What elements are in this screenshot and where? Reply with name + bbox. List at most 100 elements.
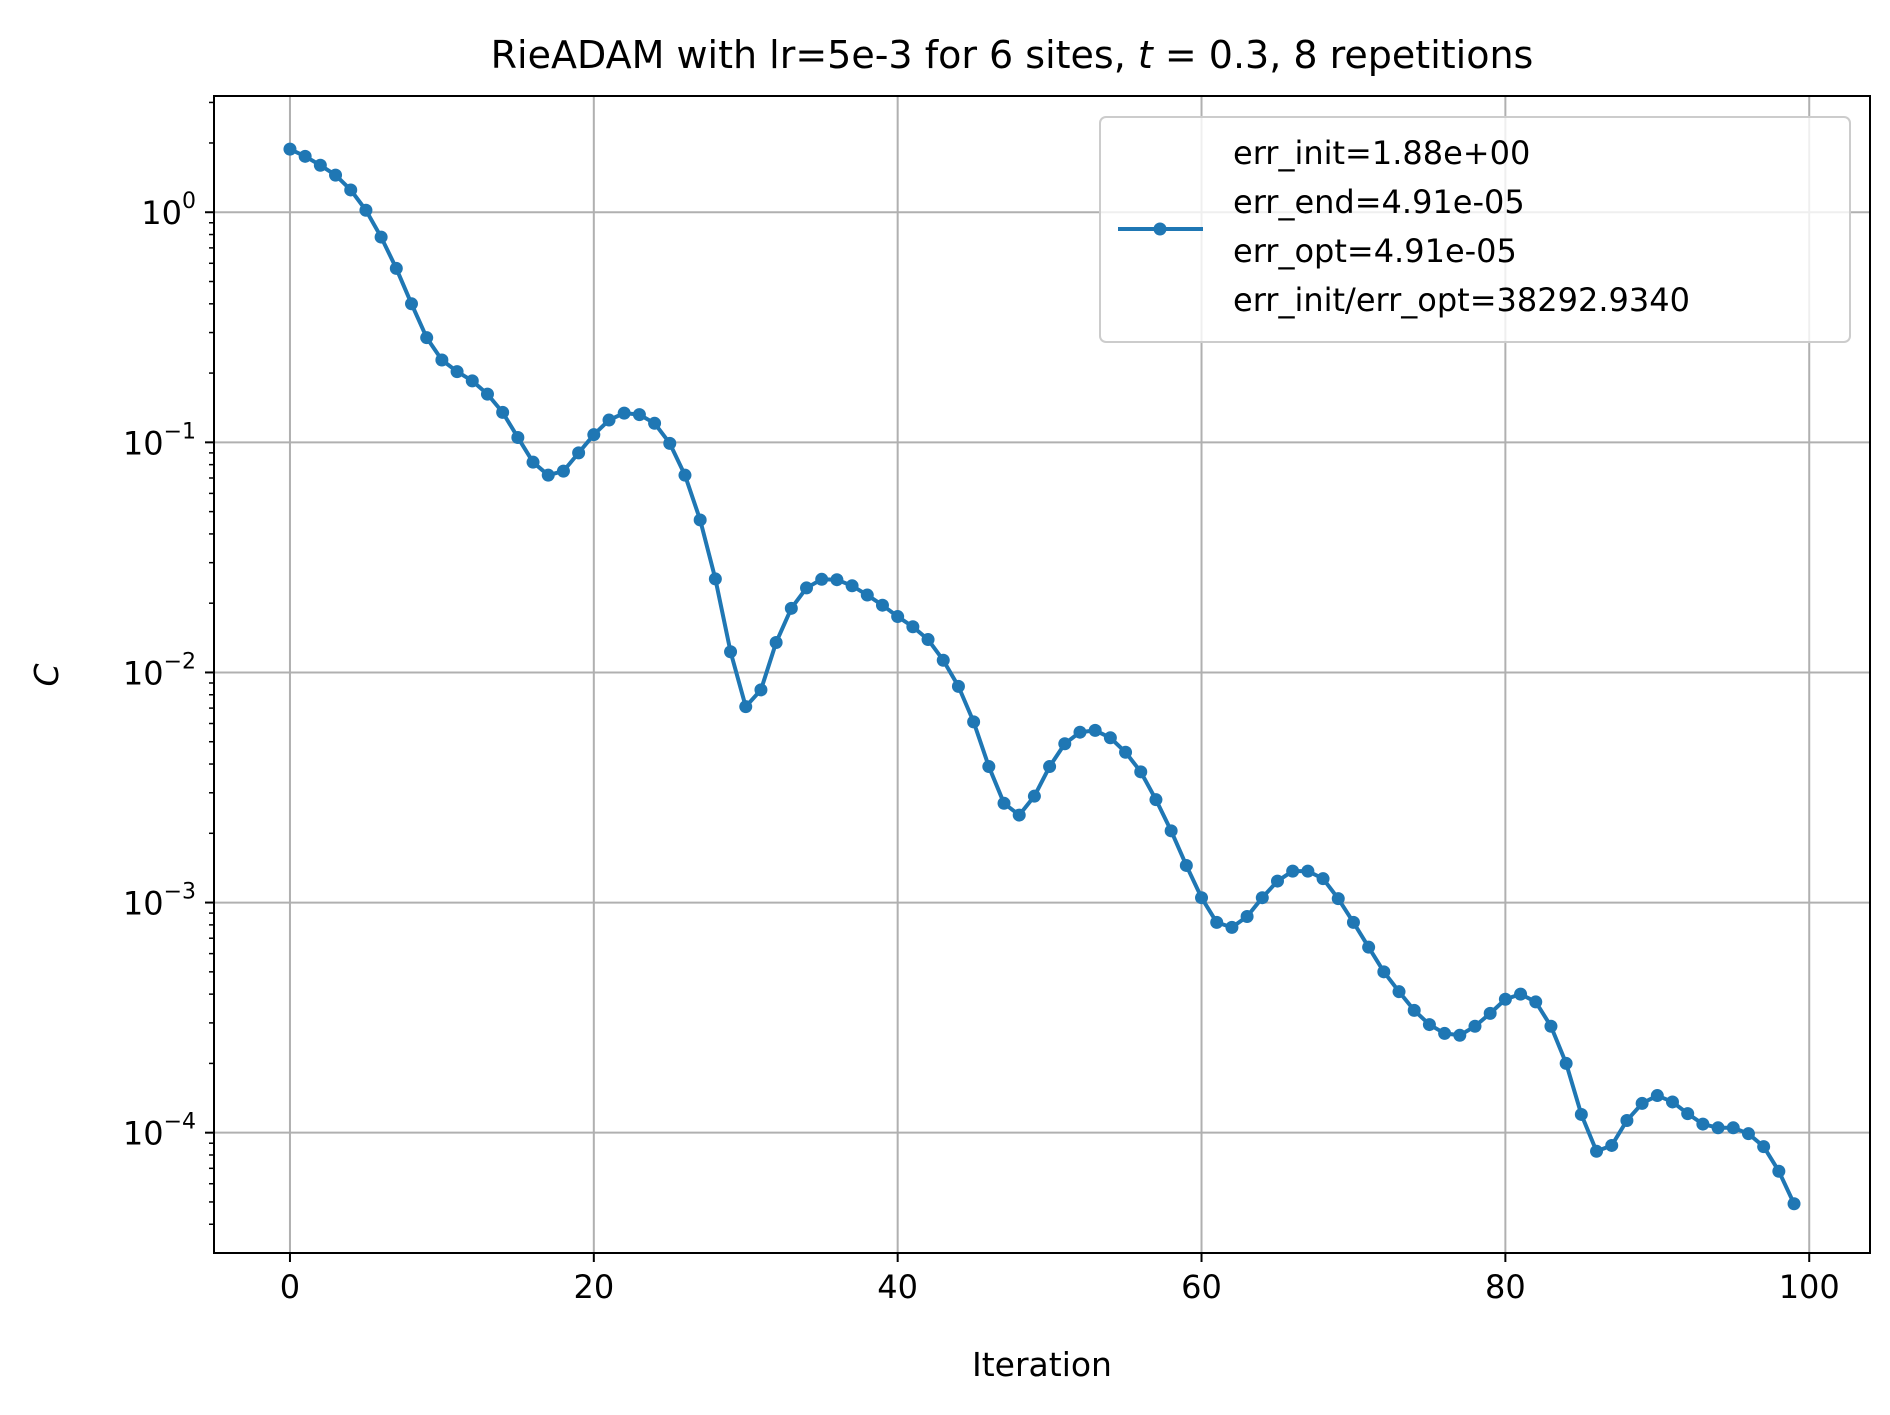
data-point <box>739 700 753 714</box>
data-point <box>313 158 327 172</box>
data-point <box>724 645 738 659</box>
data-point <box>1407 1003 1421 1017</box>
data-point <box>1422 1018 1436 1032</box>
data-point <box>845 579 859 593</box>
data-point <box>784 601 798 615</box>
data-point <box>951 679 965 693</box>
data-point <box>1164 824 1178 838</box>
data-point <box>1453 1028 1467 1042</box>
data-point <box>1726 1121 1740 1135</box>
data-point <box>329 168 343 182</box>
data-point <box>936 653 950 667</box>
data-point <box>283 142 297 156</box>
data-point <box>1772 1164 1786 1178</box>
data-point <box>511 430 525 444</box>
data-point <box>1179 858 1193 872</box>
data-point <box>1559 1056 1573 1070</box>
data-point <box>389 261 403 275</box>
data-point <box>1134 765 1148 779</box>
data-point <box>830 573 844 587</box>
x-tick-label: 40 <box>877 1268 918 1306</box>
data-point <box>344 183 358 197</box>
y-tick-label: 10−1 <box>123 419 196 462</box>
data-point <box>1255 891 1269 905</box>
plot-frame <box>213 95 1871 1254</box>
title-math-var: t <box>1138 33 1155 77</box>
y-tick-label: 10−3 <box>123 880 196 923</box>
data-point <box>906 620 920 634</box>
x-tick-label: 100 <box>1779 1268 1840 1306</box>
y-tick-label: 10−2 <box>123 649 196 692</box>
data-point <box>632 408 646 422</box>
data-point <box>1544 1019 1558 1033</box>
data-point <box>1012 808 1026 822</box>
data-point <box>587 428 601 442</box>
data-point <box>1650 1089 1664 1103</box>
data-point <box>1286 864 1300 878</box>
data-point <box>1635 1096 1649 1110</box>
legend-marker-swatch <box>1153 222 1167 236</box>
data-point <box>1741 1127 1755 1141</box>
data-point <box>754 683 768 697</box>
legend-entry-line-1: err_init=1.88e+00 <box>1233 134 1530 172</box>
data-point <box>1438 1026 1452 1040</box>
data-point <box>1119 745 1133 759</box>
chart-title: RieADAM with lr=5e-3 for 6 sites, t = 0.… <box>491 33 1534 77</box>
data-point <box>693 513 707 527</box>
data-point <box>1195 891 1209 905</box>
data-point <box>921 633 935 647</box>
legend-entry-line-3: err_opt=4.91e-05 <box>1233 232 1517 270</box>
data-point <box>663 436 677 450</box>
legend-entry-line-4: err_init/err_opt=38292.9340 <box>1233 281 1690 319</box>
x-tick-label: 80 <box>1485 1268 1526 1306</box>
title-math-rest: = 0.3, 8 repetitions <box>1153 33 1534 77</box>
data-point <box>1316 872 1330 886</box>
data-point <box>1787 1197 1801 1211</box>
data-point <box>1149 793 1163 807</box>
series-line-group <box>283 142 1801 1211</box>
data-point <box>648 416 662 430</box>
data-point <box>967 715 981 729</box>
data-point <box>1711 1121 1725 1135</box>
data-point <box>480 387 494 401</box>
data-point <box>982 760 996 774</box>
data-point <box>435 353 449 367</box>
legend-entry-line-2: err_end=4.91e-05 <box>1233 183 1525 221</box>
data-point <box>1468 1019 1482 1033</box>
data-point <box>1590 1144 1604 1158</box>
data-point <box>1225 920 1239 934</box>
data-point <box>450 365 464 379</box>
data-point <box>1027 789 1041 803</box>
axis-ticks: 0 20 40 60 80 100 100 10−1 10−2 10−3 10−4 <box>123 189 1840 1306</box>
x-tick-label: 60 <box>1181 1268 1222 1306</box>
data-point <box>800 581 814 595</box>
data-point <box>678 468 692 482</box>
data-point <box>1665 1095 1679 1109</box>
data-point <box>526 455 540 469</box>
data-point <box>1605 1138 1619 1152</box>
data-point <box>1058 737 1072 751</box>
grid <box>214 96 1870 1253</box>
data-point <box>1240 909 1254 923</box>
legend-box <box>1099 116 1851 343</box>
data-point <box>1210 915 1224 929</box>
data-point <box>1620 1113 1634 1127</box>
data-point <box>1498 992 1512 1006</box>
data-point <box>1696 1117 1710 1131</box>
series-line <box>289 147 1796 1205</box>
x-tick-label: 20 <box>573 1268 614 1306</box>
y-tick-label: 100 <box>141 189 196 232</box>
data-point <box>1331 892 1345 906</box>
data-point <box>1043 760 1057 774</box>
data-point <box>359 203 373 217</box>
y-axis-label: C <box>27 663 66 686</box>
data-point <box>1514 987 1528 1001</box>
data-point <box>1681 1107 1695 1121</box>
data-point <box>815 572 829 586</box>
x-axis-label: Iteration <box>972 1345 1112 1384</box>
data-point <box>708 572 722 586</box>
data-point <box>891 610 905 624</box>
data-point <box>1483 1006 1497 1020</box>
